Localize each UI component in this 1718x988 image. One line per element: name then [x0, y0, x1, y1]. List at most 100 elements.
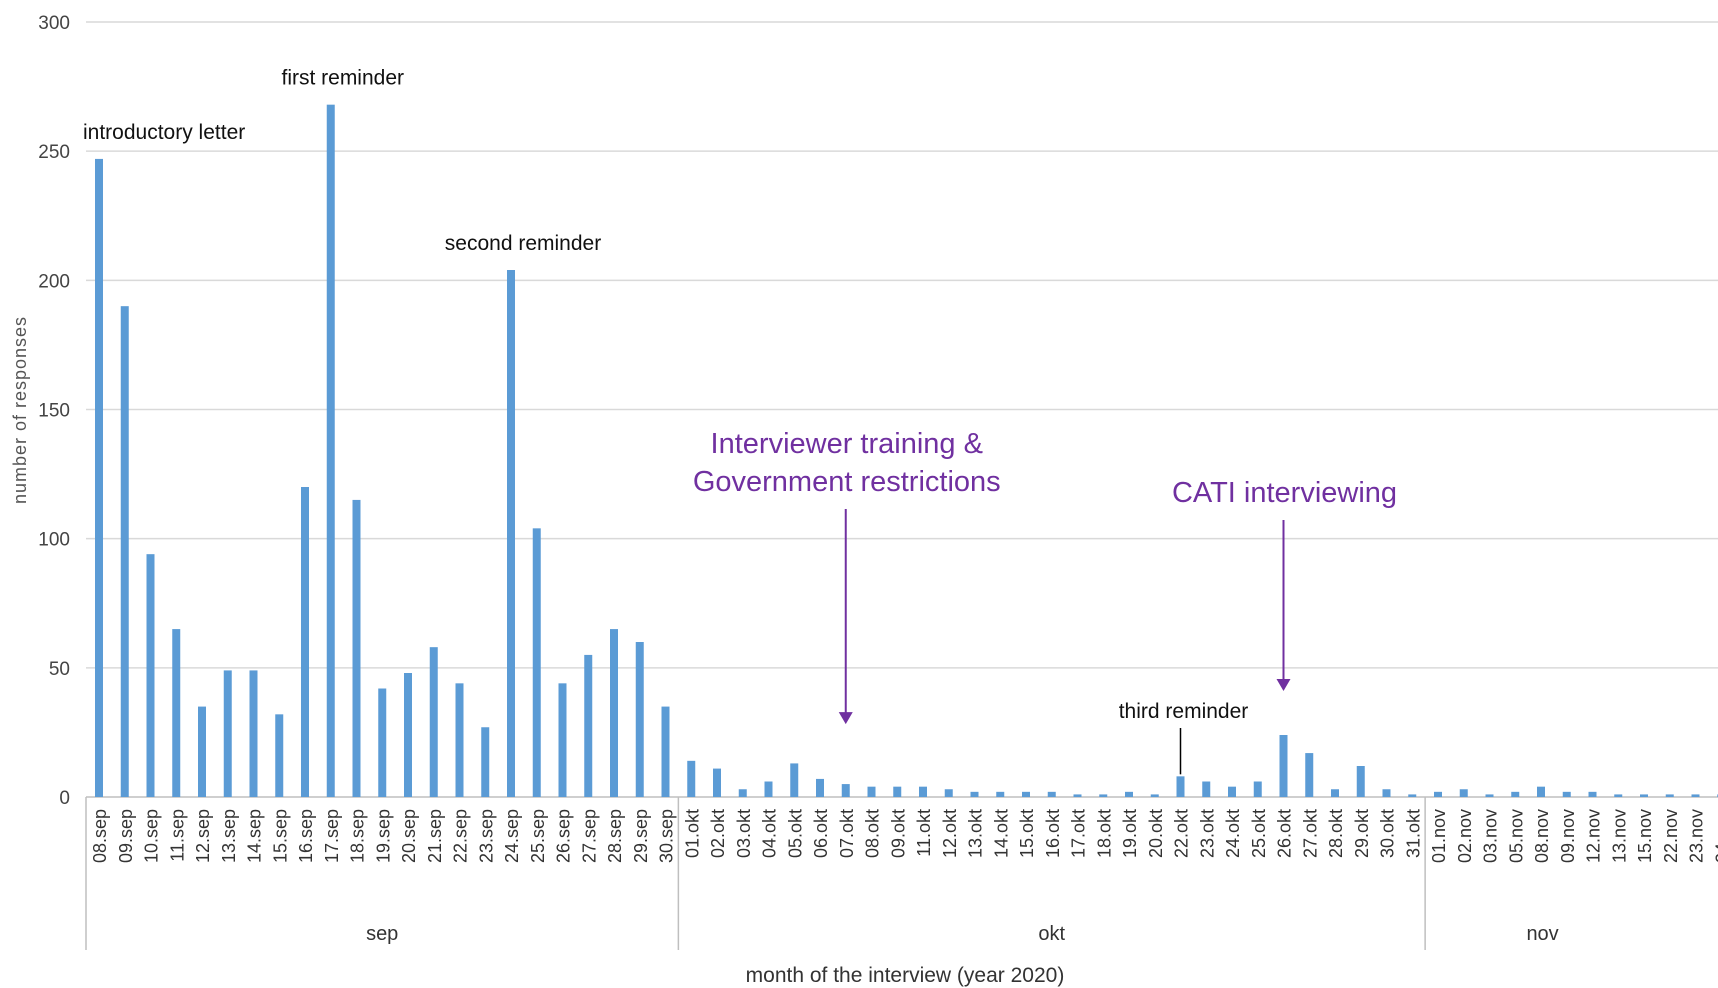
x-tick-label: 15.sep: [270, 809, 290, 863]
x-tick-label: 14.sep: [245, 809, 265, 863]
x-tick-label: 28.okt: [1326, 809, 1346, 858]
x-tick-label: 19.okt: [1120, 809, 1140, 858]
bar: [1382, 789, 1391, 797]
x-tick-label: 12.nov: [1584, 809, 1604, 863]
x-tick-label: 06.okt: [811, 809, 831, 858]
x-tick-label: 11.sep: [167, 809, 187, 862]
bar: [532, 528, 541, 797]
bar: [429, 647, 438, 797]
annotation-label: second reminder: [445, 232, 601, 255]
bar: [635, 642, 644, 797]
annotation-label: third reminder: [1119, 700, 1249, 723]
bar: [687, 760, 696, 797]
x-tick-label: 25.sep: [528, 809, 548, 863]
x-tick-label: 16.okt: [1043, 809, 1063, 858]
y-tick-label: 200: [38, 271, 70, 292]
x-tick-label: 18.sep: [348, 809, 368, 863]
annotations: introductory letter first reminder second …: [83, 67, 1397, 775]
x-tick-label: 08.nov: [1532, 809, 1552, 863]
y-tick-label: 100: [38, 530, 70, 551]
x-tick-label: 19.sep: [373, 809, 393, 863]
x-tick-label: 28.sep: [605, 809, 625, 863]
x-tick-label: 03.okt: [734, 809, 754, 858]
bar: [1511, 791, 1520, 797]
bar: [996, 791, 1005, 797]
annotation-label: Interviewer training &: [711, 428, 983, 460]
x-tick-label: 22.sep: [451, 809, 471, 863]
bar: [1485, 794, 1494, 797]
x-tick-label: 29.sep: [631, 809, 651, 863]
x-tick-label: 16.sep: [296, 809, 316, 863]
bar: [1537, 786, 1545, 797]
x-tick-label: 12.sep: [193, 809, 213, 863]
x-tick-label: 05.okt: [785, 809, 805, 858]
bar: [1408, 794, 1417, 797]
x-tick-label: 12.okt: [940, 809, 960, 858]
bar: [1665, 794, 1674, 797]
x-tick-label: 27.okt: [1300, 809, 1320, 858]
x-tick-label: 08.okt: [863, 809, 883, 858]
y-axis-ticks: 0 50 100 150 200 250 300: [38, 13, 70, 809]
month-label: okt: [1038, 923, 1065, 945]
bar: [1305, 753, 1314, 797]
y-axis-title: number of responses: [10, 316, 30, 504]
y-tick-label: 50: [49, 659, 70, 680]
x-tick-label: 24.okt: [1223, 809, 1243, 858]
x-tick-label: 11.okt: [914, 809, 934, 857]
bar: [764, 781, 773, 797]
x-tick-label: 24.sep: [502, 809, 522, 863]
x-tick-label: 14.okt: [991, 809, 1011, 858]
x-tick-label: 23.sep: [476, 809, 496, 863]
bar: [1691, 794, 1700, 797]
bar: [120, 306, 129, 797]
x-tick-label: 04.okt: [760, 809, 780, 858]
bar: [95, 158, 103, 797]
bar: [223, 670, 232, 797]
month-label: sep: [366, 923, 398, 945]
y-tick-label: 250: [38, 142, 70, 163]
x-tick-label: 08.sep: [90, 809, 110, 863]
x-axis-title: month of the interview (year 2020): [746, 964, 1065, 987]
x-tick-label: 03.nov: [1481, 809, 1501, 863]
bar: [1459, 789, 1468, 797]
x-tick-label: 09.sep: [116, 809, 136, 863]
annotation-label: introductory letter: [83, 121, 245, 144]
bar: [738, 789, 747, 797]
x-tick-label: 15.okt: [1017, 809, 1037, 858]
bar: [1022, 791, 1030, 797]
bar: [558, 683, 567, 797]
bar: [1356, 766, 1365, 797]
bar: [455, 683, 464, 797]
bar: [1434, 791, 1442, 797]
bar: [1228, 786, 1236, 797]
bar: [507, 270, 515, 797]
bar: [1640, 794, 1648, 797]
x-tick-label: 09.okt: [888, 809, 908, 858]
x-tick-label: 17.sep: [322, 809, 342, 863]
bar: [1279, 735, 1288, 797]
annotation-label: first reminder: [281, 67, 404, 90]
x-tick-label: 13.nov: [1609, 809, 1629, 863]
x-tick-label: 13.sep: [219, 809, 239, 863]
x-tick-label: 23.okt: [1197, 809, 1217, 858]
x-tick-label: 13.okt: [966, 809, 986, 858]
x-tick-label: 10.sep: [142, 809, 162, 863]
x-tick-label: 22.nov: [1661, 809, 1681, 863]
bar: [584, 654, 593, 797]
annotation-arrowhead: [838, 712, 853, 725]
bar: [970, 791, 979, 797]
bar: [378, 688, 387, 797]
x-tick-label: 09.nov: [1558, 809, 1578, 863]
x-tick-label: 22.okt: [1172, 809, 1192, 858]
bar: [893, 786, 902, 797]
x-tick-label: 21.sep: [425, 809, 445, 863]
annotation-label: Government restrictions: [693, 466, 1001, 498]
x-tick-label: 17.okt: [1069, 809, 1089, 858]
bar: [841, 784, 850, 797]
bar: [1047, 791, 1056, 797]
bar: [1588, 791, 1597, 797]
x-axis: 08.sep 09.sep 10.sep 11.sep 12.sep 13.sep 14.s…: [90, 809, 1718, 863]
bar: [610, 629, 618, 797]
bar: [1176, 776, 1185, 797]
x-tick-label: 30.sep: [657, 809, 677, 863]
